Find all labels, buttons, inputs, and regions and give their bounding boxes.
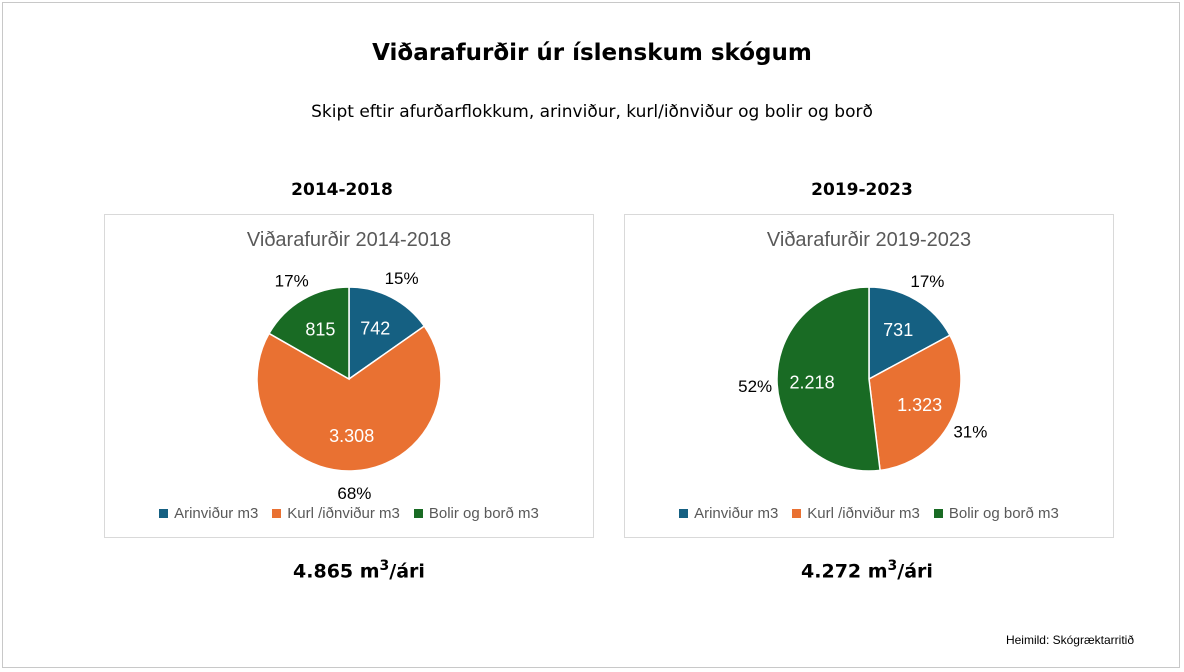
percent-label: 31% bbox=[953, 422, 987, 441]
percent-label: 17% bbox=[910, 272, 944, 291]
legend: Arinviður m3 Kurl /iðnviður m3 Bolir og … bbox=[625, 505, 1113, 522]
value-label: 3.308 bbox=[329, 426, 374, 446]
percent-label: 52% bbox=[738, 377, 772, 396]
legend-label: Bolir og borð m3 bbox=[948, 505, 1059, 522]
legend-item-bolir: Bolir og borð m3 bbox=[413, 505, 539, 522]
pie-chart-2014-2018: Viðarafurðir 2014-2018 742 15% 3.308 68% 815… bbox=[104, 214, 594, 538]
value-label: 742 bbox=[360, 318, 390, 338]
pie-slice-0 bbox=[348, 286, 426, 381]
total-volume-2: 4.272 m3/ári bbox=[622, 558, 1112, 582]
total-sup: 3 bbox=[379, 558, 390, 574]
slide-title: Viðarafurðir úr íslenskum skógum bbox=[372, 40, 812, 66]
total-value: 4.272 m bbox=[801, 560, 888, 583]
value-label: 2.218 bbox=[790, 372, 835, 392]
legend-swatch bbox=[679, 509, 689, 518]
percent-label: 17% bbox=[275, 271, 309, 290]
total-volume-1: 4.865 m3/ári bbox=[114, 558, 604, 582]
chart-title: Viðarafurðir 2014-2018 bbox=[246, 229, 452, 251]
legend-item-arinvidur: Arinviður m3 bbox=[679, 505, 778, 522]
percent-label: 68% bbox=[337, 484, 371, 503]
value-label: 1.323 bbox=[897, 395, 942, 415]
total-unit: /ári bbox=[897, 560, 933, 583]
pie-slice-1 bbox=[256, 325, 442, 472]
chart-title: Viðarafurðir 2019-2023 bbox=[766, 229, 972, 251]
legend-label: Arinviður m3 bbox=[174, 505, 259, 522]
legend-label: Bolir og borð m3 bbox=[428, 505, 539, 522]
pie-svg: 742 15% 3.308 68% 815 17% bbox=[256, 269, 442, 503]
total-value: 4.865 m bbox=[293, 560, 380, 583]
slide-subtitle: Skipt eftir afurðarflokkum, arinviður, k… bbox=[311, 102, 873, 122]
source-note: Heimild: Skógræktarritið bbox=[1005, 633, 1134, 647]
percent-label: 15% bbox=[385, 269, 419, 288]
value-label: 731 bbox=[883, 320, 913, 340]
pie-slice-0 bbox=[868, 286, 951, 381]
pie-slice-1 bbox=[868, 334, 962, 472]
pie-chart-2019-2023: Viðarafurðir 2019-2023 731 17% 1.323 31% 2.2… bbox=[624, 214, 1114, 538]
pie-svg: 731 17% 1.323 31% 2.218 52% bbox=[738, 272, 987, 472]
legend: Arinviður m3 Kurl /iðnviður m3 Bolir og … bbox=[105, 505, 593, 522]
pie-slice-2 bbox=[268, 286, 350, 381]
legend-item-arinvidur: Arinviður m3 bbox=[159, 505, 258, 522]
value-label: 815 bbox=[305, 320, 335, 340]
legend-swatch bbox=[159, 509, 169, 518]
period-heading-2: 2019-2023 bbox=[811, 180, 913, 200]
legend-label: Arinviður m3 bbox=[694, 505, 779, 522]
total-unit: /ári bbox=[389, 560, 425, 583]
pie-slice-2 bbox=[776, 286, 881, 472]
legend-label: Kurl /iðnviður m3 bbox=[287, 505, 400, 522]
legend-swatch bbox=[933, 509, 943, 518]
legend-item-bolir: Bolir og borð m3 bbox=[933, 505, 1059, 522]
legend-swatch bbox=[413, 509, 423, 518]
period-heading-1: 2014-2018 bbox=[291, 180, 393, 200]
legend-item-kurl: Kurl /iðnviður m3 bbox=[272, 505, 400, 522]
legend-swatch bbox=[272, 509, 282, 518]
legend-item-kurl: Kurl /iðnviður m3 bbox=[792, 505, 920, 522]
legend-label: Kurl /iðnviður m3 bbox=[807, 505, 920, 522]
total-sup: 3 bbox=[887, 558, 898, 574]
legend-swatch bbox=[792, 509, 802, 518]
